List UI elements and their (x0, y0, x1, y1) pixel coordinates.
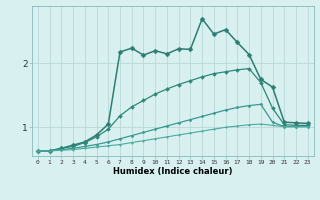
X-axis label: Humidex (Indice chaleur): Humidex (Indice chaleur) (113, 167, 233, 176)
